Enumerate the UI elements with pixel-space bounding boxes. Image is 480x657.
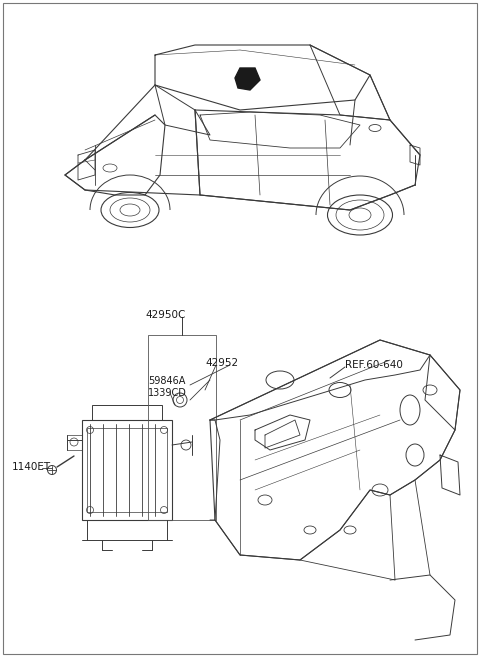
Text: 59846A: 59846A xyxy=(148,376,185,386)
Text: 1339CD: 1339CD xyxy=(148,388,187,398)
Text: 42950C: 42950C xyxy=(145,310,185,320)
Bar xyxy=(148,335,216,520)
Text: 1140ET: 1140ET xyxy=(12,462,51,472)
Bar xyxy=(92,405,162,420)
Bar xyxy=(82,420,172,520)
Text: 42952: 42952 xyxy=(205,358,238,368)
Bar xyxy=(87,428,167,512)
Polygon shape xyxy=(235,68,260,90)
Text: REF.60-640: REF.60-640 xyxy=(345,360,403,370)
